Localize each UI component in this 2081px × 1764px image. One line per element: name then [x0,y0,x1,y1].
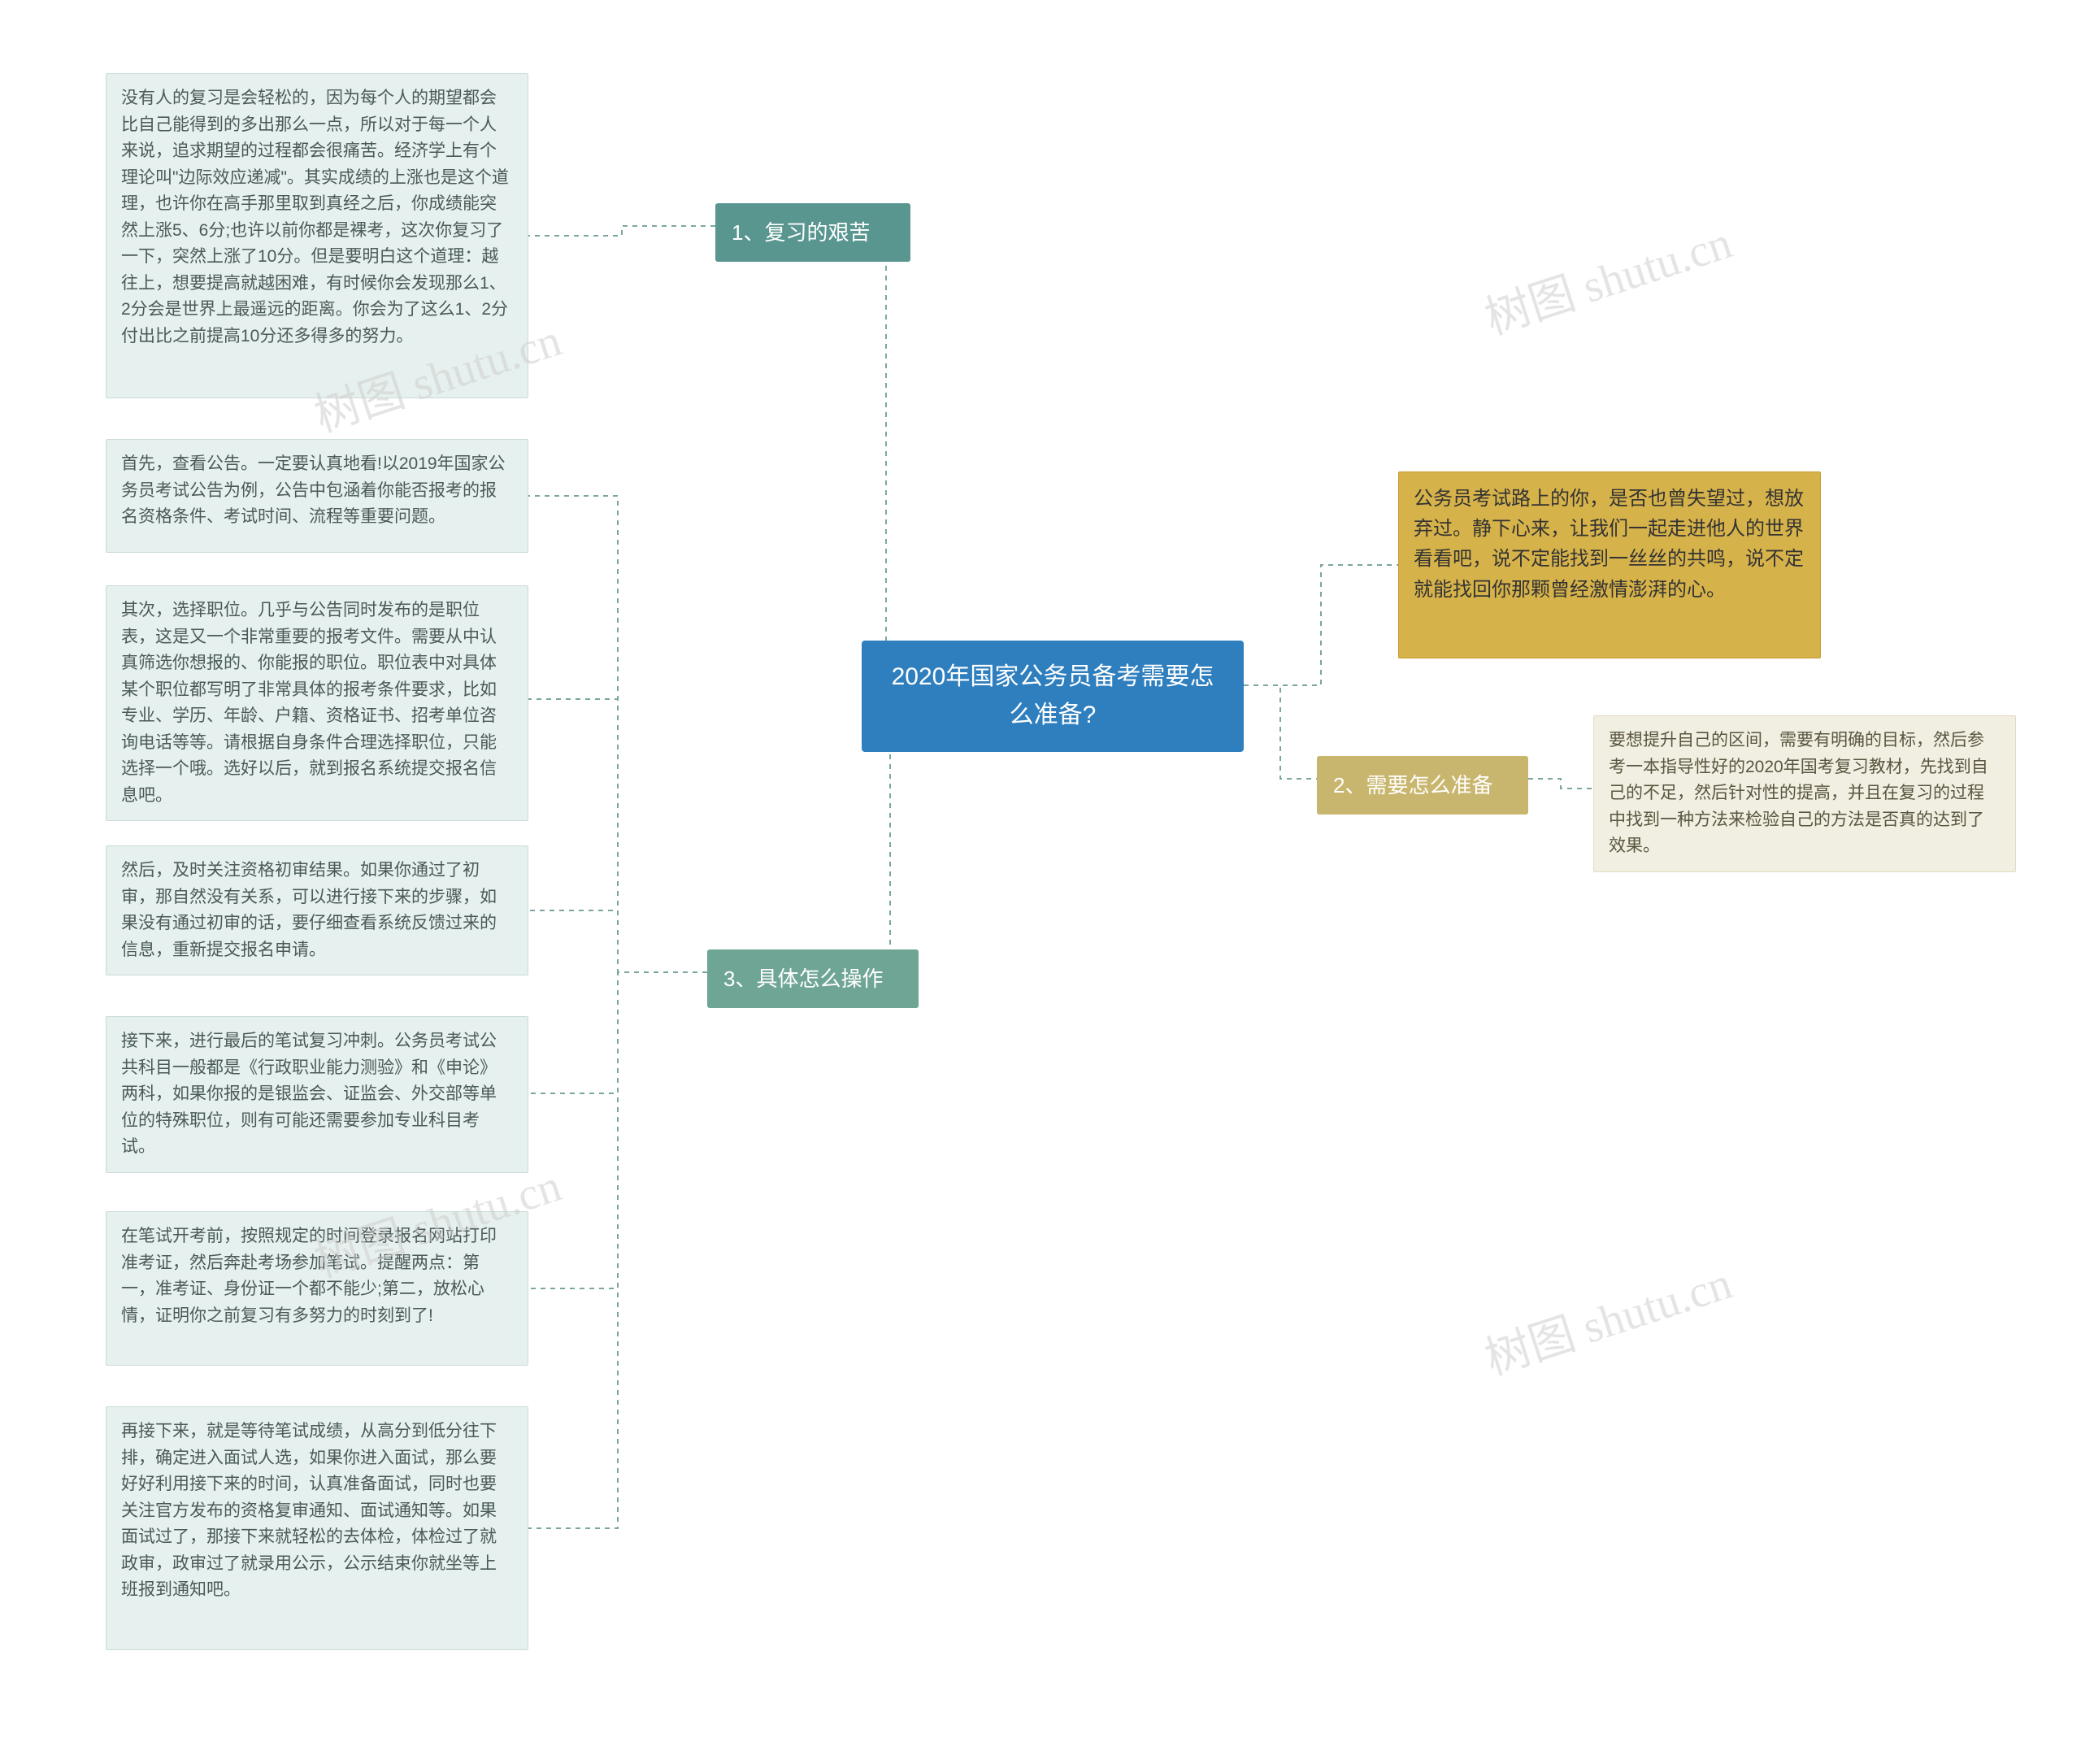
leaf-step-qualification: 然后，及时关注资格初审结果。如果你通过了初审，那自然没有关系，可以进行接下来的步… [106,845,528,975]
mindmap-root[interactable]: 2020年国家公务员备考需要怎么准备? [862,641,1244,752]
branch-hard-study[interactable]: 1、复习的艰苦 [715,203,910,262]
branch-how-to-prepare[interactable]: 2、需要怎么准备 [1317,756,1528,815]
watermark: 树图 shutu.cn [1475,206,1739,347]
leaf-how-to-prepare: 要想提升自己的区间，需要有明确的目标，然后参考一本指导性好的2020年国考复习教… [1593,715,2016,872]
leaf-step-results: 再接下来，就是等待笔试成绩，从高分到低分往下排，确定进入面试人选，如果你进入面试… [106,1406,528,1650]
branch-how-to-operate[interactable]: 3、具体怎么操作 [707,949,919,1008]
leaf-step-written-prep: 接下来，进行最后的笔试复习冲刺。公务员考试公共科目一般都是《行政职业能力测验》和… [106,1016,528,1173]
intro-highlight: 公务员考试路上的你，是否也曾失望过，想放弃过。静下心来，让我们一起走进他人的世界… [1398,471,1821,658]
watermark: 树图 shutu.cn [1475,1246,1739,1388]
leaf-step-position: 其次，选择职位。几乎与公告同时发布的是职位表，这是又一个非常重要的报考文件。需要… [106,585,528,821]
leaf-step-announcement: 首先，查看公告。一定要认真地看!以2019年国家公务员考试公告为例，公告中包涵着… [106,439,528,553]
